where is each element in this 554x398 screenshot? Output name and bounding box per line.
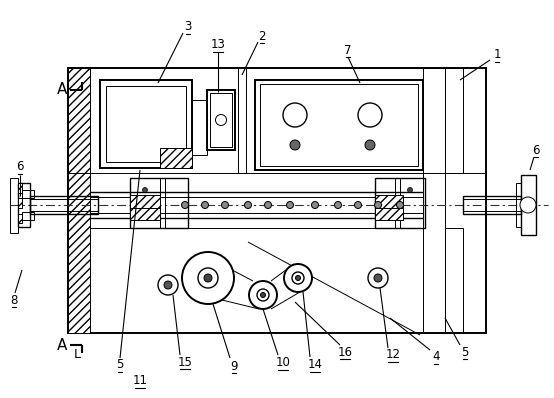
Circle shape	[164, 281, 172, 289]
Circle shape	[284, 264, 312, 292]
Bar	[130, 208, 160, 220]
Text: 4: 4	[432, 351, 440, 363]
Bar	[445, 68, 463, 173]
Bar	[238, 68, 246, 173]
Bar	[106, 86, 186, 162]
Bar	[375, 208, 403, 220]
Bar	[375, 195, 403, 208]
Text: 12: 12	[386, 349, 401, 361]
Bar	[192, 100, 207, 155]
Circle shape	[311, 201, 319, 209]
Text: 5: 5	[116, 359, 124, 371]
Bar	[445, 228, 463, 333]
Text: 3: 3	[184, 21, 192, 33]
Text: 15: 15	[178, 355, 192, 369]
Bar	[18, 198, 22, 208]
Circle shape	[249, 281, 277, 309]
Bar	[100, 80, 192, 168]
Bar	[516, 183, 521, 227]
Text: L: L	[74, 349, 80, 361]
Circle shape	[292, 272, 304, 284]
Bar	[463, 199, 521, 211]
Circle shape	[182, 252, 234, 304]
Text: A: A	[57, 338, 67, 353]
Text: 1: 1	[493, 49, 501, 62]
Circle shape	[397, 201, 403, 209]
Circle shape	[198, 268, 218, 288]
Bar	[210, 93, 232, 147]
Text: 13: 13	[211, 39, 225, 51]
Text: 7: 7	[344, 43, 352, 57]
Circle shape	[257, 289, 269, 301]
Bar	[160, 148, 192, 168]
Bar	[18, 214, 22, 223]
Circle shape	[374, 274, 382, 282]
Circle shape	[182, 201, 188, 209]
Circle shape	[335, 201, 341, 209]
Bar	[22, 212, 34, 220]
Circle shape	[286, 201, 294, 209]
Circle shape	[264, 201, 271, 209]
Text: 2: 2	[258, 29, 266, 43]
Bar	[375, 178, 425, 228]
Bar	[68, 68, 486, 333]
Bar	[423, 68, 445, 333]
Circle shape	[368, 268, 388, 288]
Circle shape	[290, 140, 300, 150]
Bar	[30, 199, 98, 211]
Text: 16: 16	[337, 345, 352, 359]
Bar	[68, 68, 90, 333]
Circle shape	[244, 201, 252, 209]
Circle shape	[365, 140, 375, 150]
Text: A: A	[57, 82, 67, 98]
Circle shape	[260, 293, 265, 297]
Circle shape	[158, 275, 178, 295]
Text: 6: 6	[16, 160, 24, 174]
Circle shape	[355, 201, 362, 209]
Bar	[30, 196, 98, 214]
Bar	[130, 178, 188, 228]
Circle shape	[358, 103, 382, 127]
Text: 8: 8	[11, 293, 18, 306]
Bar	[10, 178, 18, 233]
Circle shape	[520, 197, 536, 213]
Circle shape	[375, 201, 382, 209]
Circle shape	[222, 201, 228, 209]
Bar	[260, 84, 418, 166]
Text: 10: 10	[275, 357, 290, 369]
Text: 5: 5	[461, 345, 469, 359]
Bar	[207, 90, 235, 150]
Circle shape	[408, 187, 413, 193]
Bar	[463, 196, 521, 214]
Text: 14: 14	[307, 359, 322, 371]
Text: 9: 9	[230, 359, 238, 373]
Bar	[22, 190, 34, 198]
Circle shape	[204, 274, 212, 282]
Bar	[255, 80, 423, 170]
Bar	[521, 175, 536, 235]
Circle shape	[283, 103, 307, 127]
Circle shape	[142, 187, 147, 193]
Bar	[18, 183, 30, 227]
Bar	[130, 195, 160, 208]
Circle shape	[295, 275, 300, 281]
Bar	[18, 183, 22, 193]
Text: 11: 11	[132, 375, 147, 388]
Text: 6: 6	[532, 144, 540, 156]
Circle shape	[216, 115, 227, 125]
Circle shape	[202, 201, 208, 209]
